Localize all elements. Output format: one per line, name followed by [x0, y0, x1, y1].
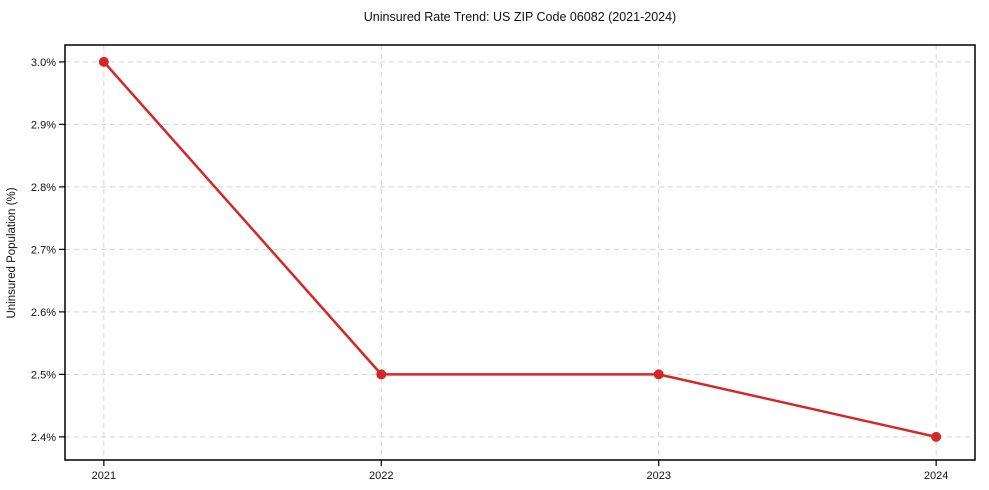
data-point-marker — [931, 431, 942, 442]
y-axis-label: Uninsured Population (%) — [6, 187, 18, 318]
trend-line — [102, 60, 938, 439]
data-point-marker — [653, 369, 664, 380]
x-tick-label: 2022 — [369, 470, 393, 482]
y-tick-label: 2.4% — [31, 432, 56, 444]
x-tick-label: 2023 — [646, 470, 670, 482]
x-tick-label: 2021 — [92, 470, 116, 482]
y-tick-label: 2.6% — [31, 307, 56, 319]
plot-border — [64, 44, 976, 461]
data-point-marker — [376, 369, 387, 380]
y-tick-label: 2.7% — [31, 244, 56, 256]
data-point-marker — [98, 56, 109, 67]
chart-title: Uninsured Rate Trend: US ZIP Code 06082 … — [364, 10, 676, 24]
y-tick-label: 3.0% — [31, 57, 56, 69]
x-tick-label: 2024 — [924, 470, 948, 482]
y-tick-label: 2.5% — [31, 369, 56, 381]
y-tick-label: 2.8% — [31, 182, 56, 194]
y-tick-label: 2.9% — [31, 119, 56, 131]
